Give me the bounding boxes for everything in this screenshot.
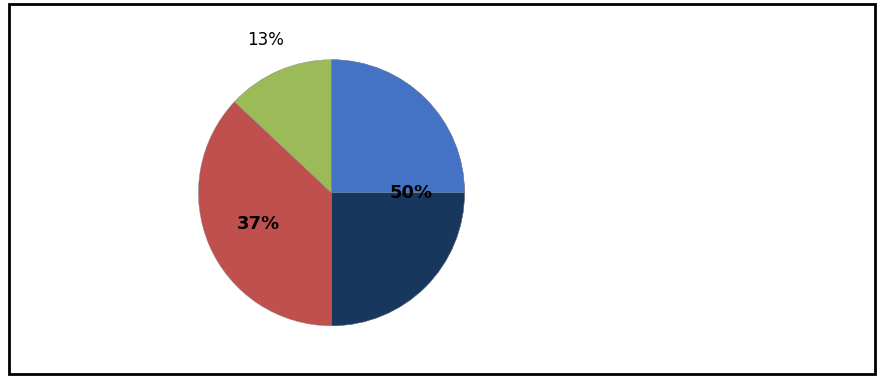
Wedge shape [332,60,465,193]
Wedge shape [332,193,465,326]
Wedge shape [198,102,332,326]
Text: 37%: 37% [237,215,280,234]
Wedge shape [332,60,465,326]
Text: 50%: 50% [390,184,433,202]
Text: 13%: 13% [247,31,284,49]
Wedge shape [234,60,332,193]
